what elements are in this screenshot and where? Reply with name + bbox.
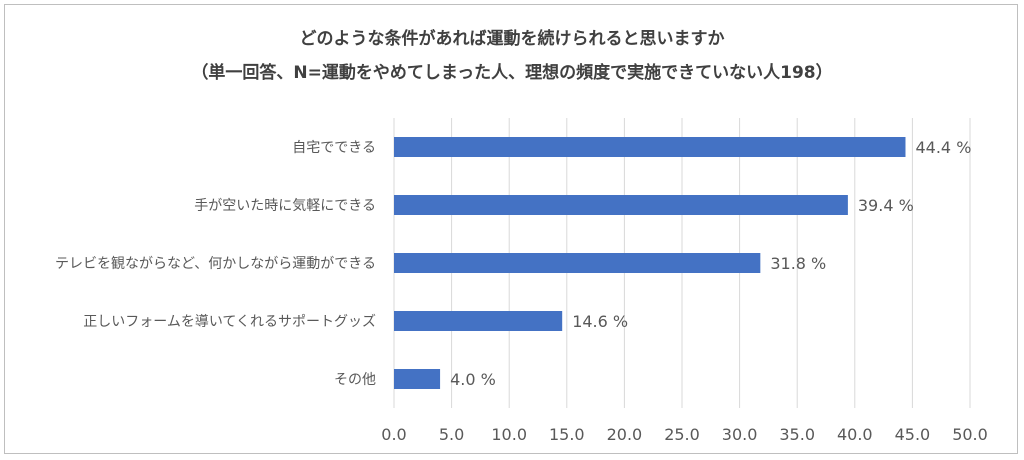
category-label: 手が空いた時に気軽にできる	[194, 198, 376, 214]
data-label: 39.4 %	[858, 196, 914, 215]
chart-title: どのような条件があれば運動を続けられると思いますか	[299, 29, 725, 49]
data-label: 44.4 %	[915, 138, 971, 157]
x-tick-label: 30.0	[722, 425, 758, 444]
x-tick-label: 25.0	[664, 425, 700, 444]
x-tick-label: 0.0	[381, 425, 406, 444]
bar	[394, 195, 848, 215]
x-tick-label: 20.0	[607, 425, 643, 444]
x-tick-label: 45.0	[895, 425, 931, 444]
chart-subtitle: （単一回答、N=運動をやめてしまった人、理想の頻度で実施できていない人198）	[191, 63, 833, 83]
x-tick-label: 50.0	[952, 425, 988, 444]
data-label: 14.6 %	[572, 312, 628, 331]
bar	[394, 311, 563, 331]
category-label: 自宅でできる	[292, 140, 376, 156]
x-tick-label: 40.0	[837, 425, 873, 444]
data-label: 31.8 %	[770, 254, 826, 273]
category-label: テレビを観ながらなど、何かしながら運動ができる	[55, 255, 376, 272]
chart-frame	[4, 4, 1018, 454]
bar	[394, 253, 761, 273]
bar	[394, 369, 441, 389]
x-tick-label: 5.0	[439, 425, 464, 444]
bar	[394, 137, 906, 157]
x-tick-label: 10.0	[491, 425, 527, 444]
x-tick-label: 35.0	[779, 425, 815, 444]
data-label: 4.0 %	[450, 370, 496, 389]
x-tick-label: 15.0	[549, 425, 585, 444]
category-label: 正しいフォームを導いてくれるサポートグッズ	[83, 314, 376, 330]
category-label: その他	[334, 372, 376, 388]
